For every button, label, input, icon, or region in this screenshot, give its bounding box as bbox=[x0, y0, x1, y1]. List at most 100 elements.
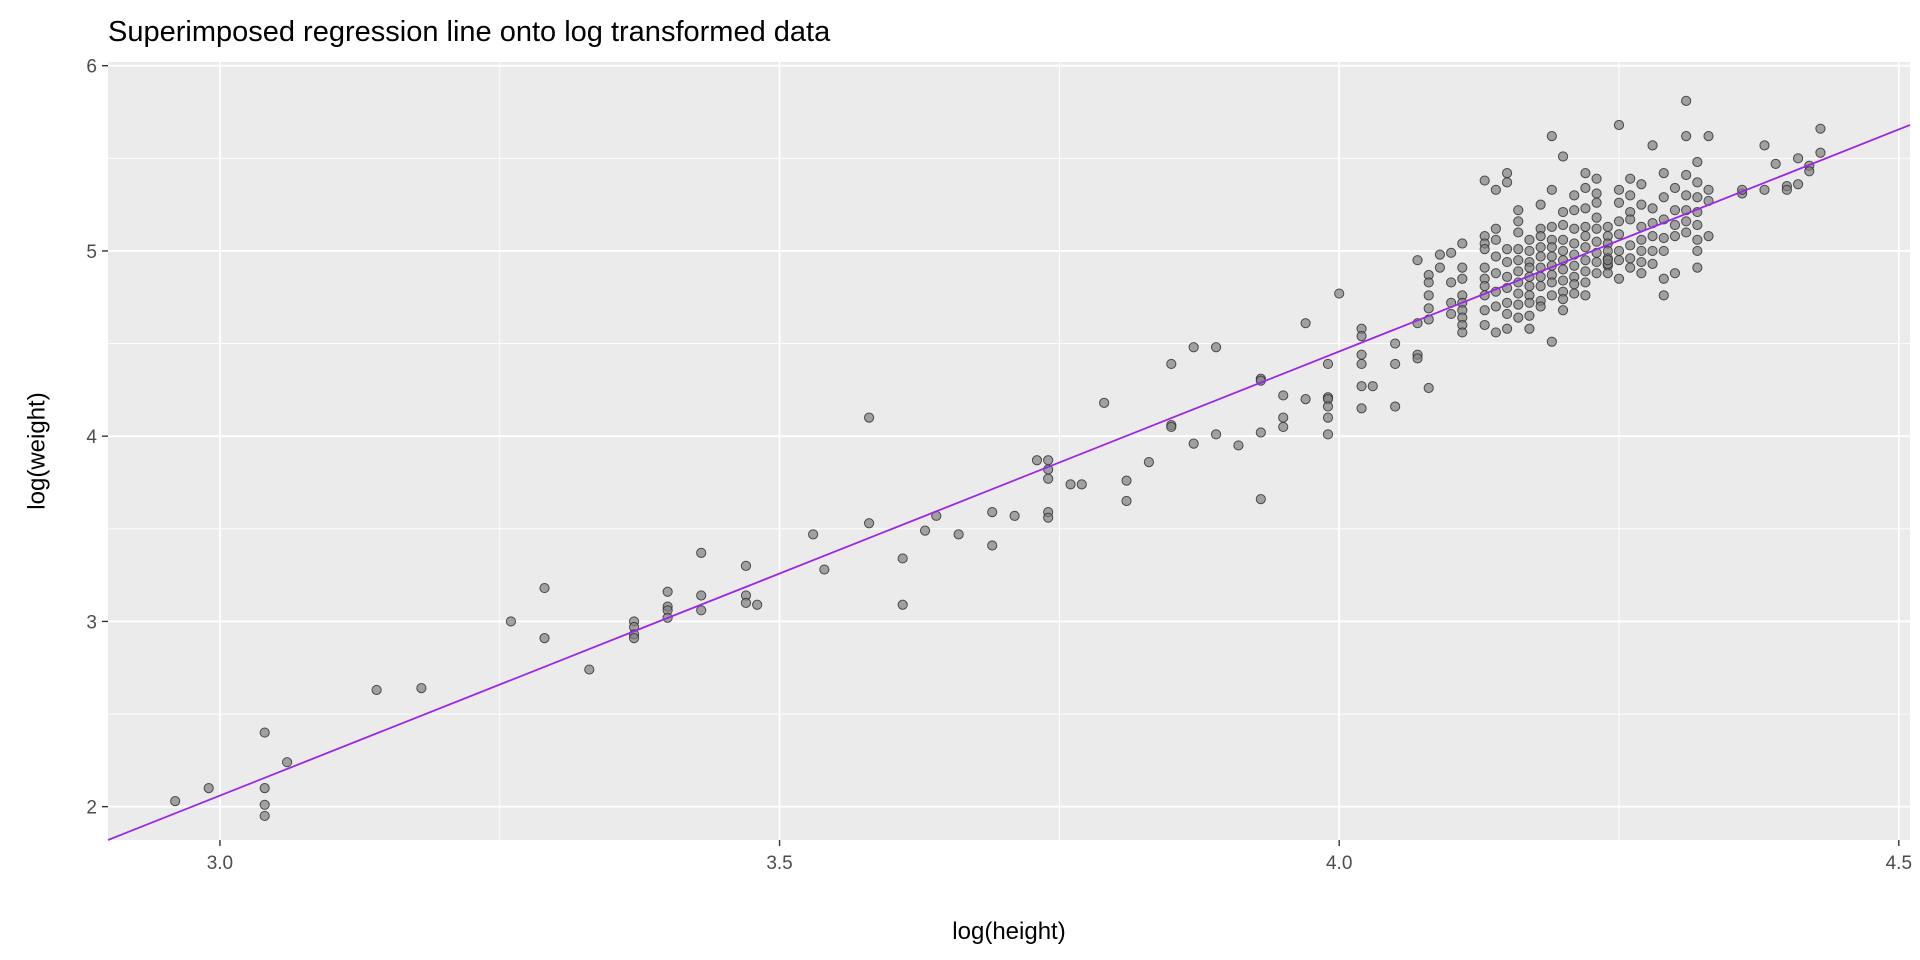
data-point bbox=[1457, 327, 1468, 338]
data-point bbox=[1625, 253, 1636, 264]
data-point bbox=[1669, 268, 1681, 279]
data-point bbox=[1591, 256, 1602, 268]
data-point bbox=[1501, 243, 1513, 255]
data-point bbox=[1490, 251, 1501, 262]
data-point bbox=[1356, 331, 1367, 342]
data-point bbox=[1423, 382, 1434, 394]
data-point bbox=[1692, 262, 1703, 273]
data-point bbox=[1446, 247, 1457, 258]
data-point bbox=[1636, 268, 1647, 279]
data-point bbox=[1166, 358, 1177, 370]
data-point bbox=[1334, 288, 1345, 299]
data-point bbox=[1434, 262, 1446, 273]
data-point bbox=[1513, 299, 1524, 310]
data-point bbox=[1557, 219, 1569, 231]
data-point bbox=[259, 799, 270, 810]
data-point bbox=[1557, 245, 1569, 257]
data-point bbox=[259, 810, 270, 822]
data-point bbox=[1188, 342, 1199, 353]
data-point bbox=[1322, 358, 1334, 370]
data-point bbox=[1557, 275, 1569, 286]
data-point bbox=[1546, 277, 1557, 288]
data-point bbox=[740, 597, 752, 608]
y-axis-title: log(weight) bbox=[23, 392, 50, 509]
data-point bbox=[1490, 327, 1501, 338]
x-tick-label: 3.0 bbox=[207, 853, 233, 874]
data-point bbox=[1524, 323, 1535, 334]
data-point bbox=[1490, 301, 1501, 312]
data-point bbox=[1524, 262, 1535, 273]
y-tick-label: 2 bbox=[86, 798, 97, 819]
data-point bbox=[919, 525, 931, 536]
data-point bbox=[1043, 455, 1054, 466]
data-point bbox=[1580, 266, 1591, 277]
data-point bbox=[1647, 245, 1658, 257]
regression-line bbox=[107, 124, 1911, 841]
data-point bbox=[1356, 349, 1367, 360]
data-point bbox=[1513, 288, 1524, 299]
data-point bbox=[1479, 319, 1490, 331]
data-point bbox=[1121, 475, 1132, 486]
data-point bbox=[1681, 95, 1692, 107]
data-point bbox=[953, 529, 964, 540]
x-axis: 3.0 3.5 4.0 4.5 bbox=[207, 840, 1912, 874]
data-point bbox=[1535, 301, 1546, 312]
data-point bbox=[1647, 203, 1658, 214]
data-point bbox=[1647, 231, 1658, 242]
data-point bbox=[1580, 255, 1591, 266]
data-point bbox=[1490, 268, 1501, 279]
data-point bbox=[1569, 223, 1580, 234]
data-point bbox=[1322, 412, 1334, 423]
data-point bbox=[1636, 199, 1647, 210]
data-point bbox=[1065, 479, 1076, 490]
data-point bbox=[1121, 495, 1132, 507]
data-point bbox=[1546, 242, 1557, 253]
data-point bbox=[371, 684, 382, 696]
data-point bbox=[1759, 184, 1770, 195]
data-point bbox=[1490, 184, 1501, 195]
data-point bbox=[1457, 238, 1468, 249]
data-point bbox=[1580, 203, 1591, 214]
data-point bbox=[1356, 381, 1367, 392]
data-point bbox=[1658, 192, 1669, 203]
y-tick-label: 5 bbox=[86, 242, 97, 263]
data-point bbox=[1479, 305, 1490, 316]
data-points bbox=[170, 95, 1826, 822]
data-point bbox=[416, 683, 427, 694]
data-point bbox=[1591, 268, 1602, 279]
data-point bbox=[1535, 199, 1546, 210]
data-point bbox=[1703, 184, 1714, 195]
data-point bbox=[1591, 223, 1602, 234]
data-point bbox=[1546, 336, 1557, 347]
data-point bbox=[1546, 184, 1557, 195]
data-point bbox=[1300, 394, 1311, 405]
data-point bbox=[1569, 238, 1580, 249]
data-point bbox=[505, 616, 517, 627]
data-point bbox=[1580, 182, 1591, 194]
data-point bbox=[1143, 457, 1155, 468]
data-point bbox=[1557, 206, 1569, 218]
data-point bbox=[1479, 175, 1490, 186]
data-point bbox=[1625, 190, 1636, 201]
data-point bbox=[1210, 429, 1222, 440]
data-point bbox=[897, 553, 908, 564]
data-point bbox=[1602, 268, 1613, 279]
data-point bbox=[1446, 277, 1457, 288]
data-point bbox=[281, 757, 293, 768]
data-point bbox=[1513, 312, 1524, 323]
data-point bbox=[1210, 342, 1222, 353]
data-point bbox=[1412, 255, 1423, 266]
data-point bbox=[1501, 323, 1513, 334]
data-point bbox=[1501, 297, 1513, 308]
data-point bbox=[1591, 173, 1602, 184]
data-point bbox=[863, 412, 875, 423]
data-point bbox=[1501, 168, 1513, 179]
data-point bbox=[752, 599, 763, 610]
y-tick-label: 6 bbox=[86, 57, 97, 78]
data-point bbox=[1446, 308, 1457, 320]
data-point bbox=[1613, 273, 1625, 284]
y-axis: 2 3 4 5 6 bbox=[86, 57, 108, 819]
data-point bbox=[1479, 243, 1490, 255]
data-point bbox=[696, 547, 707, 558]
